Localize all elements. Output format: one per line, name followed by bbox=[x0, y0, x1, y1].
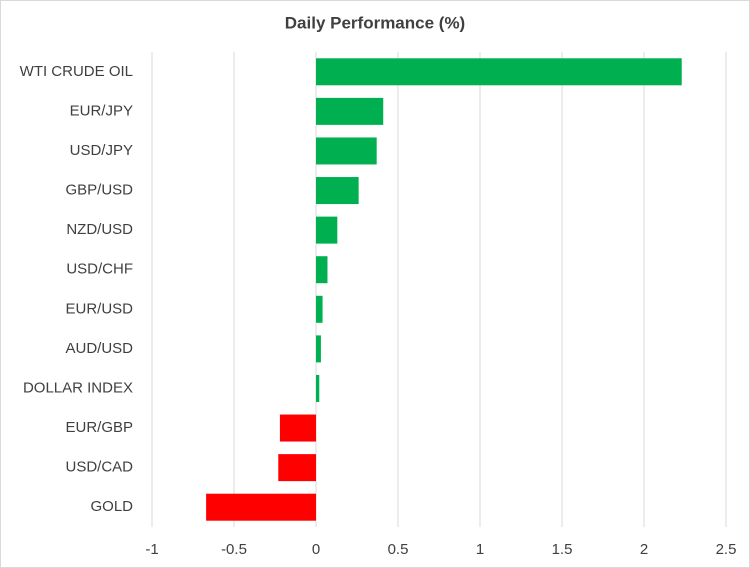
bar bbox=[316, 374, 320, 402]
x-tick-label: 0 bbox=[312, 541, 320, 558]
x-tick-label: 1 bbox=[476, 541, 484, 558]
bar bbox=[316, 97, 384, 125]
y-tick-label: EUR/JPY bbox=[70, 102, 133, 119]
bar bbox=[316, 335, 321, 363]
bar bbox=[316, 256, 328, 284]
y-tick-label: USD/CHF bbox=[66, 261, 133, 278]
y-tick-label: GOLD bbox=[90, 498, 133, 515]
y-tick-label: NZD/USD bbox=[66, 221, 133, 238]
y-tick-label: EUR/USD bbox=[65, 300, 133, 317]
bar bbox=[316, 58, 682, 86]
bar bbox=[316, 295, 323, 323]
y-tick-label: EUR/GBP bbox=[65, 419, 133, 436]
y-tick-label: USD/JPY bbox=[70, 142, 133, 159]
x-tick-label: 2.5 bbox=[716, 541, 737, 558]
chart-title: Daily Performance (%) bbox=[285, 13, 465, 32]
y-tick-label: USD/CAD bbox=[65, 459, 133, 476]
bar bbox=[316, 137, 377, 165]
y-tick-label: DOLLAR INDEX bbox=[23, 379, 133, 396]
x-tick-label: 1.5 bbox=[552, 541, 573, 558]
y-tick-label: WTI CRUDE OIL bbox=[20, 63, 133, 80]
bar bbox=[206, 493, 316, 521]
x-tick-label: 0.5 bbox=[388, 541, 409, 558]
bar bbox=[278, 454, 316, 482]
bar bbox=[279, 414, 316, 442]
y-tick-label: AUD/USD bbox=[65, 340, 133, 357]
x-tick-label: -1 bbox=[145, 541, 158, 558]
x-tick-label: 2 bbox=[640, 541, 648, 558]
y-tick-label: GBP/USD bbox=[65, 182, 133, 199]
x-tick-label: -0.5 bbox=[221, 541, 247, 558]
bar bbox=[316, 216, 338, 244]
bar bbox=[316, 177, 359, 205]
